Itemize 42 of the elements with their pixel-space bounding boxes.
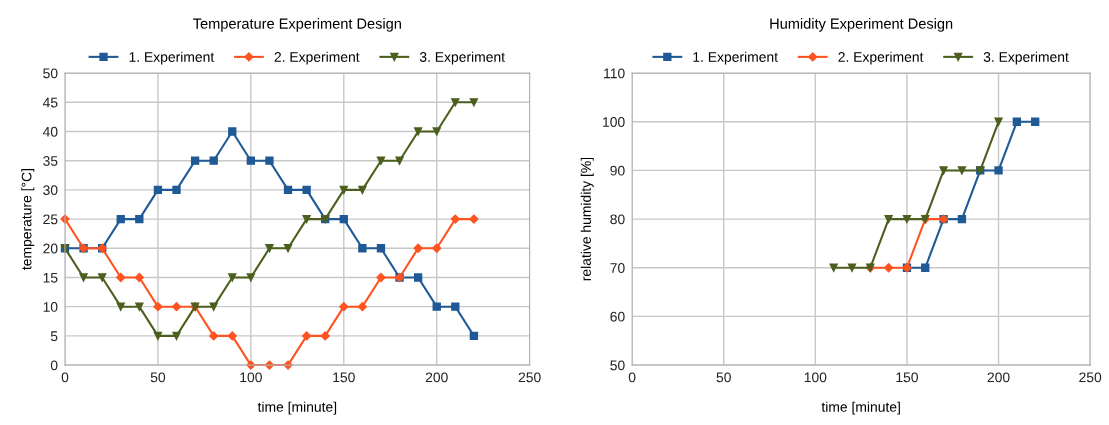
x-tick-label: 250 [518,372,541,383]
x-axis-title: time [minute] [257,401,337,415]
y-tick-label: 100 [603,117,625,127]
y-tick-label: 10 [43,302,58,312]
legend-label: 1. Experiment [693,51,778,65]
x-tick-label: 150 [896,372,918,383]
y-tick-label: 50 [610,360,625,371]
x-tick-label: 250 [1079,372,1102,383]
y-tick-label: 90 [610,165,625,176]
y-tick-label: 20 [43,243,58,254]
x-tick-label: 0 [61,372,69,383]
x-tick-label: 50 [150,372,166,383]
y-tick-label: 35 [43,156,58,166]
chart-title: Humidity Experiment Design [770,18,953,32]
chart-title: Temperature Experiment Design [193,18,401,32]
y-tick-label: 5 [50,331,58,342]
y-tick-label: 25 [43,214,58,225]
x-tick-label: 200 [987,372,1010,383]
legend-label: 1. Experiment [129,51,215,65]
legend-label: 3. Experiment [983,51,1069,65]
y-tick-label: 0 [50,360,58,371]
x-tick-label: 150 [333,372,355,383]
y-tick-label: 80 [610,214,625,225]
y-axis-title: temperature [°C] [21,169,35,270]
x-tick-label: 100 [240,372,262,383]
y-tick-label: 40 [42,126,58,137]
x-tick-label: 0 [628,372,636,383]
y-axis-title: relative humidity [%] [580,157,594,281]
legend-label: 2. Experiment [274,51,360,65]
y-tick-label: 50 [43,68,58,79]
y-tick-label: 60 [610,311,625,322]
y-tick-label: 110 [604,68,625,79]
y-tick-label: 15 [43,272,58,283]
y-tick-label: 30 [43,185,58,196]
x-axis-title: time [minute] [821,401,900,415]
y-tick-label: 70 [610,263,625,273]
x-tick-label: 50 [716,372,731,383]
x-tick-label: 100 [804,372,827,383]
x-tick-label: 200 [425,372,448,383]
legend-label: 2. Experiment [838,51,924,65]
legend-label: 3. Experiment [419,51,505,65]
y-tick-label: 45 [42,97,58,108]
